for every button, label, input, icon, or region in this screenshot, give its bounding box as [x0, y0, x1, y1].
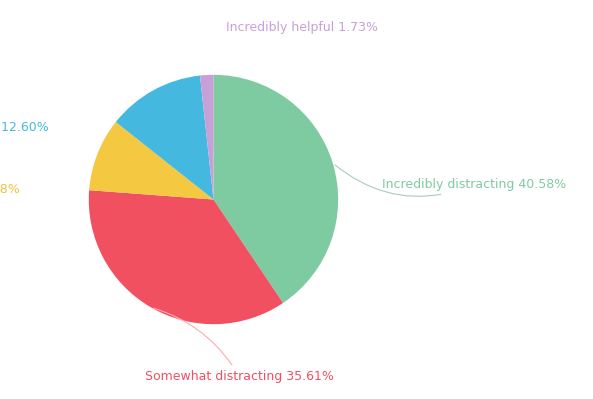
Text: Incredibly distracting 40.58%: Incredibly distracting 40.58% — [335, 165, 566, 196]
Wedge shape — [89, 122, 213, 200]
Wedge shape — [213, 75, 338, 303]
Text: Somewhat distracting 35.61%: Somewhat distracting 35.61% — [145, 308, 334, 383]
Text: Incredibly helpful 1.73%: Incredibly helpful 1.73% — [226, 21, 378, 34]
Wedge shape — [116, 75, 213, 200]
Wedge shape — [89, 190, 283, 324]
Text: Somewhat helpful 12.60%: Somewhat helpful 12.60% — [0, 120, 49, 134]
Wedge shape — [200, 75, 213, 200]
Text: I have no opinion either way 9.48%: I have no opinion either way 9.48% — [0, 183, 20, 196]
